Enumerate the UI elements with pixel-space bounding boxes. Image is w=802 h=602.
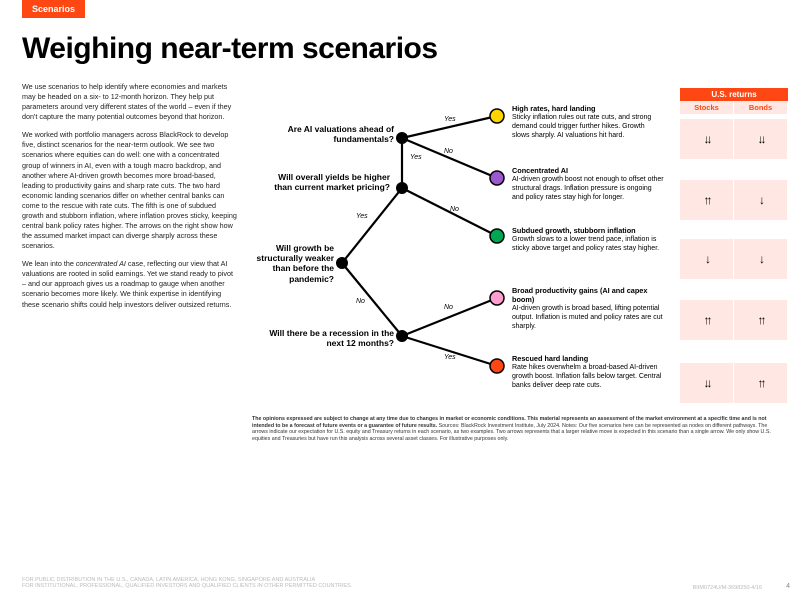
para-1: We use scenarios to help identify where …	[22, 82, 237, 122]
returns-col-bonds: Bonds	[734, 101, 788, 114]
disclaimer: The opinions expressed are subject to ch…	[252, 416, 772, 442]
decision-tree-diagram: U.S. returns Stocks Bonds Are AI valuati…	[252, 88, 792, 508]
doc-ref: BIIM0724U/M-3698250-4/16	[693, 585, 762, 592]
question-2: Will overall yields be higher than curre…	[272, 172, 390, 192]
scenario-3: Subdued growth, stubborn inflationGrowth…	[512, 226, 664, 254]
body-copy: We use scenarios to help identify where …	[22, 82, 237, 318]
footer-line-1: FOR PUBLIC DISTRIBUTION IN THE U.S., CAN…	[22, 577, 782, 584]
yn: No	[450, 206, 459, 213]
scenario-5: Rescued hard landingRate hikes overwhelm…	[512, 354, 664, 390]
question-3: Will growth be structurally weaker than …	[252, 243, 334, 284]
question-1: Are AI valuations ahead of fundamentals?	[282, 124, 394, 144]
scenario-1: High rates, hard landingSticky inflation…	[512, 104, 664, 140]
ret-row-1: ↓↓↓↓	[680, 119, 788, 159]
ret-row-4: ↑↑↑↑	[680, 300, 788, 340]
ret-row-2: ↑↑↓	[680, 180, 788, 220]
footer: FOR PUBLIC DISTRIBUTION IN THE U.S., CAN…	[22, 577, 782, 590]
para-3: We lean into the concentrated AI case, r…	[22, 259, 237, 309]
page-title: Weighing near-term scenarios	[22, 32, 438, 66]
ret-row-3: ↓↓	[680, 239, 788, 279]
footer-line-2: FOR INSTITUTIONAL, PROFESSIONAL, QUALIFI…	[22, 583, 782, 590]
yn: No	[444, 304, 453, 311]
returns-header: U.S. returns Stocks Bonds	[680, 88, 788, 114]
ret-row-5: ↓↓↑↑	[680, 363, 788, 403]
yn: Yes	[356, 213, 368, 220]
yn: Yes	[410, 154, 422, 161]
scenario-2: Concentrated AIAI-driven growth boost no…	[512, 166, 664, 202]
section-tab: Scenarios	[22, 0, 85, 18]
yn: No	[444, 148, 453, 155]
question-4: Will there be a recession in the next 12…	[262, 328, 394, 348]
scenario-4: Broad productivity gains (AI and capex b…	[512, 286, 664, 331]
yn: No	[356, 298, 365, 305]
yn: Yes	[444, 354, 456, 361]
yn: Yes	[444, 116, 456, 123]
returns-header-top: U.S. returns	[680, 88, 788, 101]
page-number: 4	[786, 583, 790, 590]
para-2: We worked with portfolio managers across…	[22, 130, 237, 251]
returns-col-stocks: Stocks	[680, 101, 734, 114]
